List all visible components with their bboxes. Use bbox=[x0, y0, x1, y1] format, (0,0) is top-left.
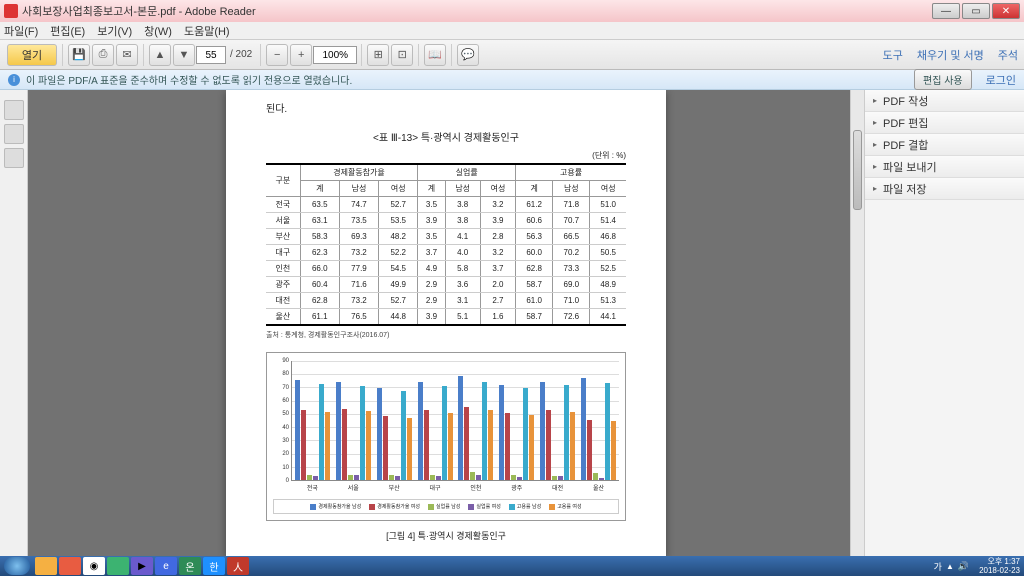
info-icon: i bbox=[8, 74, 20, 86]
chart-plot: 전국서울부산대구인천광주대전울산 bbox=[291, 361, 619, 481]
attachments-icon[interactable] bbox=[4, 148, 24, 168]
hwp-icon[interactable]: 한 bbox=[203, 557, 225, 575]
reader-icon[interactable]: 人 bbox=[227, 557, 249, 575]
chart-group: 대구 bbox=[415, 361, 456, 480]
open-button[interactable]: 열기 bbox=[7, 44, 57, 66]
zoom-out-icon[interactable]: − bbox=[266, 44, 288, 66]
panel-file-save[interactable]: 파일 저장 bbox=[865, 178, 1024, 200]
th-participation: 경제활동참가율 bbox=[300, 164, 418, 181]
comment-link[interactable]: 주석 bbox=[998, 47, 1018, 63]
read-mode-icon[interactable]: 📖 bbox=[424, 44, 446, 66]
taskbar: ◉ ▶ e 온 한 人 가 ▲ 🔊 오후 1:37 2018-02-23 bbox=[0, 556, 1024, 576]
chart-group: 부산 bbox=[374, 361, 415, 480]
pdf-page: 된다. <표 Ⅲ-13> 특·광역시 경제활동인구 (단위 : %) 구분 경제… bbox=[226, 90, 666, 556]
comment-icon[interactable]: 💬 bbox=[457, 44, 479, 66]
th-gubun: 구분 bbox=[266, 164, 300, 197]
menubar: 파일(F) 편집(E) 보기(V) 창(W) 도움말(H) bbox=[0, 22, 1024, 40]
data-table: 구분 경제활동참가율 실업률 고용률 계남성여성계남성여성계남성여성 전국63.… bbox=[266, 163, 626, 326]
close-button[interactable]: ✕ bbox=[992, 3, 1020, 19]
chart-caption: [그림 4] 특·광역시 경제활동인구 bbox=[266, 529, 626, 542]
fit-width-icon[interactable]: ⊞ bbox=[367, 44, 389, 66]
table-source: 출처 : 통계청, 경제활동인구조사(2016.07) bbox=[266, 330, 626, 340]
next-page-icon[interactable]: ▼ bbox=[173, 44, 195, 66]
scrollbar[interactable] bbox=[850, 90, 864, 556]
panel-pdf-combine[interactable]: PDF 결합 bbox=[865, 134, 1024, 156]
enable-editing-button[interactable]: 편집 사용 bbox=[914, 69, 972, 90]
app-icon[interactable]: ▶ bbox=[131, 557, 153, 575]
chart-group: 광주 bbox=[496, 361, 537, 480]
chart-group: 서울 bbox=[333, 361, 374, 480]
thumbnails-icon[interactable] bbox=[4, 100, 24, 120]
table-title: <표 Ⅲ-13> 특·광역시 경제활동인구 bbox=[266, 129, 626, 144]
left-sidebar bbox=[0, 90, 28, 556]
tray-icon[interactable]: ▲ bbox=[946, 562, 954, 571]
page-input[interactable]: 55 bbox=[196, 46, 226, 64]
menu-window[interactable]: 창(W) bbox=[144, 23, 172, 39]
chart-container: 0102030405060708090 전국서울부산대구인천광주대전울산 경제활… bbox=[266, 352, 626, 521]
zoom-in-icon[interactable]: + bbox=[290, 44, 312, 66]
scroll-thumb[interactable] bbox=[853, 130, 862, 210]
chart-group: 울산 bbox=[578, 361, 619, 480]
toolbar: 열기 💾 ⎙ ✉ ▲ ▼ 55 / 202 − + 100% ⊞ ⊡ 📖 💬 도… bbox=[0, 40, 1024, 70]
table-row: 부산58.369.348.23.54.12.856.366.546.8 bbox=[266, 229, 626, 245]
table-unit: (단위 : %) bbox=[266, 150, 626, 161]
menu-help[interactable]: 도움말(H) bbox=[184, 23, 230, 39]
minimize-button[interactable]: — bbox=[932, 3, 960, 19]
tools-link[interactable]: 도구 bbox=[883, 47, 903, 63]
clock[interactable]: 오후 1:37 2018-02-23 bbox=[979, 557, 1020, 575]
table-row: 대전62.873.252.72.93.12.761.071.051.3 bbox=[266, 293, 626, 309]
save-icon[interactable]: 💾 bbox=[68, 44, 90, 66]
bookmarks-icon[interactable] bbox=[4, 124, 24, 144]
maximize-button[interactable]: ▭ bbox=[962, 3, 990, 19]
panel-pdf-edit[interactable]: PDF 편집 bbox=[865, 112, 1024, 134]
ime-icon[interactable]: 가 bbox=[934, 560, 942, 573]
chart-group: 전국 bbox=[292, 361, 333, 480]
prev-page-icon[interactable]: ▲ bbox=[149, 44, 171, 66]
infobar: i 이 파일은 PDF/A 표준을 준수하며 수정할 수 없도록 읽기 전용으로… bbox=[0, 70, 1024, 90]
zoom-input[interactable]: 100% bbox=[313, 46, 357, 64]
pdf-icon bbox=[4, 4, 18, 18]
chart-group: 대전 bbox=[537, 361, 578, 480]
print-icon[interactable]: ⎙ bbox=[92, 44, 114, 66]
media-icon[interactable] bbox=[59, 557, 81, 575]
menu-view[interactable]: 보기(V) bbox=[97, 23, 132, 39]
chart-legend: 경제활동참가율 남성경제활동참가율 여성실업률 남성실업률 여성고용률 남성고용… bbox=[273, 499, 619, 514]
ie-icon[interactable]: e bbox=[155, 557, 177, 575]
panel-pdf-create[interactable]: PDF 작성 bbox=[865, 90, 1024, 112]
chart-group: 인천 bbox=[456, 361, 497, 480]
table-row: 서울63.173.553.53.93.83.960.670.751.4 bbox=[266, 213, 626, 229]
fillsign-link[interactable]: 채우기 및 서명 bbox=[917, 47, 984, 63]
body-text: 된다. bbox=[266, 100, 626, 115]
window-titlebar: 사회보장사업최종보고서-본문.pdf - Adobe Reader — ▭ ✕ bbox=[0, 0, 1024, 22]
menu-file[interactable]: 파일(F) bbox=[4, 23, 38, 39]
fit-page-icon[interactable]: ⊡ bbox=[391, 44, 413, 66]
th-employment: 고용률 bbox=[516, 164, 626, 181]
right-links: 도구 채우기 및 서명 주석 bbox=[869, 47, 1018, 63]
window-title: 사회보장사업최종보고서-본문.pdf - Adobe Reader bbox=[22, 3, 256, 19]
system-tray: 가 ▲ 🔊 오후 1:37 2018-02-23 bbox=[934, 557, 1020, 575]
table-row: 대구62.373.252.23.74.03.260.070.250.5 bbox=[266, 245, 626, 261]
table-row: 전국63.574.752.73.53.83.261.271.851.0 bbox=[266, 197, 626, 213]
right-panel: PDF 작성 PDF 편집 PDF 결합 파일 보내기 파일 저장 bbox=[864, 90, 1024, 556]
excel-icon[interactable] bbox=[107, 557, 129, 575]
table-row: 인천66.077.954.54.95.83.762.873.352.5 bbox=[266, 261, 626, 277]
mail-icon[interactable]: ✉ bbox=[116, 44, 138, 66]
network-icon[interactable]: 🔊 bbox=[958, 561, 969, 572]
start-button[interactable] bbox=[4, 557, 30, 575]
login-link[interactable]: 로그인 bbox=[986, 72, 1016, 88]
document-area: 된다. <표 Ⅲ-13> 특·광역시 경제활동인구 (단위 : %) 구분 경제… bbox=[28, 90, 864, 556]
on-icon[interactable]: 온 bbox=[179, 557, 201, 575]
menu-edit[interactable]: 편집(E) bbox=[50, 23, 85, 39]
info-message: 이 파일은 PDF/A 표준을 준수하며 수정할 수 없도록 읽기 전용으로 열… bbox=[26, 72, 352, 87]
explorer-icon[interactable] bbox=[35, 557, 57, 575]
table-row: 울산61.176.544.83.95.11.658.772.644.1 bbox=[266, 309, 626, 326]
panel-file-send[interactable]: 파일 보내기 bbox=[865, 156, 1024, 178]
table-row: 광주60.471.649.92.93.62.058.769.048.9 bbox=[266, 277, 626, 293]
th-unemployment: 실업률 bbox=[418, 164, 516, 181]
chrome-icon[interactable]: ◉ bbox=[83, 557, 105, 575]
chart-yaxis: 0102030405060708090 bbox=[273, 361, 291, 481]
page-total: / 202 bbox=[230, 49, 252, 60]
